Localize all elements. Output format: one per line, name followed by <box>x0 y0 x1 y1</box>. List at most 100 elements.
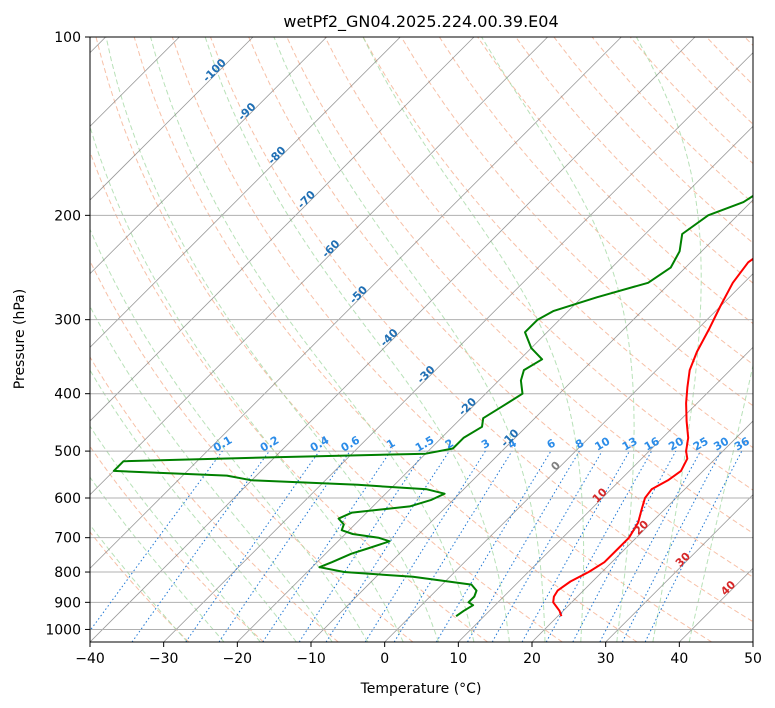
y-tick-label: 200 <box>54 208 81 224</box>
dry-adiabat <box>362 37 753 449</box>
x-tick-label: −40 <box>75 651 105 667</box>
isotherm-label: 10 <box>590 485 610 505</box>
y-axis-label: Pressure (hPa) <box>12 289 28 389</box>
moist-adiabat <box>204 37 510 642</box>
mixing-ratio-label: 3 <box>479 437 492 452</box>
dry-adiabat <box>324 37 753 491</box>
series-lines <box>112 194 753 618</box>
dry-adiabat <box>515 37 753 284</box>
dry-adiabat <box>90 445 264 642</box>
moist-adiabat <box>688 363 753 642</box>
mixing-ratio-label: 6 <box>545 436 558 451</box>
isotherm-line <box>679 567 753 642</box>
mixing-ratio-line <box>467 450 580 642</box>
x-axis: −40 −30 −20 −10 0 10 20 30 40 50 <box>75 642 762 667</box>
mixing-ratio-line <box>599 450 701 642</box>
moist-adiabat <box>90 125 404 642</box>
isotherm-line <box>90 37 254 201</box>
mixing-ratio-line <box>572 450 677 642</box>
dry-adiabat <box>553 37 753 244</box>
isotherm-line <box>90 37 696 642</box>
moist-adiabat <box>150 37 475 642</box>
moist-adiabat <box>90 476 225 642</box>
dry-adiabat <box>400 37 753 407</box>
isotherm-line <box>384 273 753 642</box>
y-axis: 100 200 300 400 500 600 700 800 900 1000 <box>45 30 90 638</box>
dewpoint-line <box>112 194 753 618</box>
isotherm-line <box>90 37 548 496</box>
x-tick-label: 30 <box>597 651 615 667</box>
mixing-ratio-line <box>131 450 270 642</box>
isotherm-line <box>90 37 327 275</box>
y-tick-label: 900 <box>54 595 81 611</box>
dry-adiabat <box>90 150 488 642</box>
isotherm-line <box>605 494 753 642</box>
mixing-ratio-label: 1 <box>384 437 397 452</box>
y-tick-label: 800 <box>54 565 81 581</box>
isotherm-label: -50 <box>347 283 370 306</box>
y-tick-label: 700 <box>54 531 81 547</box>
isotherm-label: -60 <box>319 237 342 260</box>
x-tick-label: −30 <box>149 651 179 667</box>
isotherm-line <box>237 125 753 642</box>
moist-adiabat <box>481 37 635 642</box>
moist-adiabat <box>90 524 188 642</box>
moist-adiabat <box>362 37 585 642</box>
x-axis-label: Temperature (°C) <box>360 681 482 697</box>
mixing-ratio-line <box>90 450 223 632</box>
x-tick-label: 0 <box>380 651 389 667</box>
mixing-ratio-line <box>325 450 450 642</box>
mixing-ratio-line <box>545 450 653 642</box>
mixing-ratio-line <box>521 450 630 642</box>
mixing-ratio-line <box>435 450 552 642</box>
isotherm-line <box>90 37 401 348</box>
background-lines: 0.1 0.2 0.4 0.6 1 1.5 2 3 4 6 8 10 13 16 20 25 30 36 <box>90 37 753 642</box>
mixing-ratio-line <box>644 450 743 642</box>
x-tick-label: −10 <box>296 651 326 667</box>
mixing-ratio-line <box>218 450 351 642</box>
isotherm-line <box>90 37 475 422</box>
y-tick-label: 100 <box>54 30 81 46</box>
isotherm-line <box>310 199 753 642</box>
isotherm-label: -70 <box>295 188 318 211</box>
x-tick-label: 50 <box>744 651 762 667</box>
y-tick-label: 400 <box>54 387 81 403</box>
y-tick-label: 1000 <box>45 622 81 638</box>
x-tick-label: −20 <box>223 651 253 667</box>
dry-adiabat <box>171 37 712 642</box>
isotherm-line <box>458 346 753 642</box>
mixing-ratio-line <box>393 450 513 642</box>
isotherm-label: 30 <box>673 549 693 569</box>
isotherm-label: -10 <box>498 426 521 449</box>
dry-adiabat <box>95 37 563 642</box>
isotherm-label: 20 <box>631 517 651 537</box>
isotherm-line <box>90 37 622 569</box>
y-tick-label: 500 <box>54 444 81 460</box>
isotherm-label: 40 <box>718 578 738 598</box>
mixing-ratio-line <box>298 450 425 642</box>
dry-adiabat <box>706 37 753 86</box>
isotherm-label: -30 <box>414 363 437 386</box>
y-tick-label: 600 <box>54 491 81 507</box>
temperature-line <box>552 257 753 617</box>
dry-adiabat <box>90 259 414 642</box>
isotherm-label: -100 <box>200 56 229 85</box>
moist-adiabat <box>273 37 546 642</box>
isotherm-line <box>163 52 753 642</box>
dry-adiabat <box>133 37 638 642</box>
moist-adiabat <box>105 37 440 642</box>
moist-adiabat <box>90 425 261 642</box>
x-tick-label: 20 <box>523 651 541 667</box>
dry-adiabat <box>210 37 753 623</box>
dry-adiabat <box>477 37 753 325</box>
x-tick-label: 40 <box>670 651 688 667</box>
moist-adiabat <box>635 37 702 642</box>
moist-adiabat <box>90 228 369 642</box>
chart-title: wetPf2_GN04.2025.224.00.39.E04 <box>283 12 558 32</box>
isotherm-label: -80 <box>265 144 288 167</box>
isotherm-line <box>752 641 753 642</box>
dry-adiabat <box>90 531 190 642</box>
moist-adiabat <box>90 305 333 642</box>
y-tick-label: 300 <box>54 313 81 329</box>
